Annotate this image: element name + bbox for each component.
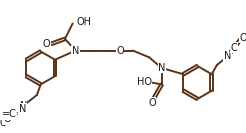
Text: O: O <box>3 114 11 124</box>
Text: N: N <box>20 101 27 111</box>
Text: O: O <box>0 118 7 128</box>
Text: N: N <box>224 51 231 61</box>
Text: N: N <box>19 104 26 114</box>
Text: O: O <box>148 98 156 108</box>
Text: O: O <box>116 45 124 56</box>
Text: =C=: =C= <box>2 109 25 119</box>
Text: HO: HO <box>137 76 152 86</box>
Text: O: O <box>239 33 246 43</box>
Text: O: O <box>43 39 50 49</box>
Text: C: C <box>11 109 18 119</box>
Text: C: C <box>231 43 238 53</box>
Text: N: N <box>158 63 165 73</box>
Text: OH: OH <box>77 17 92 28</box>
Text: N: N <box>72 45 79 56</box>
